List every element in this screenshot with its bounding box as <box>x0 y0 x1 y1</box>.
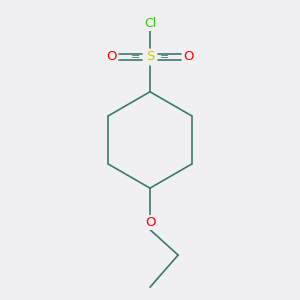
Text: O: O <box>145 216 155 230</box>
Text: O: O <box>184 50 194 64</box>
Text: S: S <box>146 50 154 64</box>
Text: O: O <box>106 50 116 64</box>
Text: =: = <box>160 52 169 62</box>
Text: =: = <box>130 52 140 62</box>
Text: Cl: Cl <box>144 17 156 30</box>
